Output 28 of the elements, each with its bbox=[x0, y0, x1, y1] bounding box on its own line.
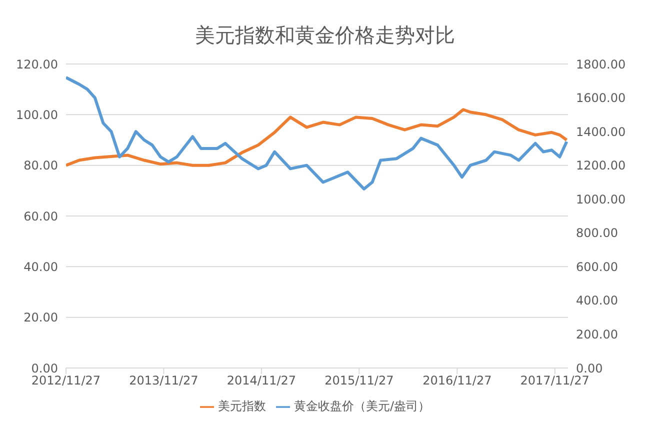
y2-tick-label: 1600.00 bbox=[576, 91, 626, 106]
x-tick-label: 2014/11/27 bbox=[226, 374, 296, 388]
y-tick-label: 0.00 bbox=[31, 361, 58, 376]
y-tick-label: 40.00 bbox=[24, 260, 58, 274]
x-tick-label: 2012/11/27 bbox=[31, 374, 101, 388]
y2-tick-label: 1400.00 bbox=[576, 124, 626, 139]
y-tick-label: 80.00 bbox=[24, 158, 58, 173]
y2-tick-label: 600.00 bbox=[576, 260, 618, 274]
y2-tick-label: 400.00 bbox=[576, 294, 618, 308]
line-series bbox=[66, 76, 568, 190]
y-tick-label: 20.00 bbox=[24, 310, 58, 325]
chart-title: 美元指数和黄金价格走势对比 bbox=[194, 22, 456, 49]
x-tick-label: 2013/11/27 bbox=[129, 374, 198, 388]
y2-tick-label: 1000.00 bbox=[576, 192, 626, 206]
y2-tick-label: 1200.00 bbox=[576, 158, 626, 173]
y2-tick-label: 200.00 bbox=[576, 327, 618, 342]
y-tick-label: 120.00 bbox=[16, 57, 58, 72]
x-tick-label: 2015/11/27 bbox=[324, 374, 394, 388]
legend-label: 黄金收盘价（美元/盎司） bbox=[294, 399, 430, 413]
x-tick-label: 2017/11/27 bbox=[520, 374, 590, 388]
y2-tick-label: 1800.00 bbox=[576, 57, 626, 72]
y-tick-label: 60.00 bbox=[24, 209, 58, 224]
y2-tick-label: 800.00 bbox=[576, 226, 618, 240]
legend-label: 美元指数 bbox=[218, 399, 266, 413]
y2-tick-label: 0.00 bbox=[576, 361, 603, 376]
x-tick-label: 2016/11/27 bbox=[422, 374, 492, 388]
y-tick-label: 100.00 bbox=[16, 108, 58, 122]
line-series bbox=[66, 108, 568, 167]
